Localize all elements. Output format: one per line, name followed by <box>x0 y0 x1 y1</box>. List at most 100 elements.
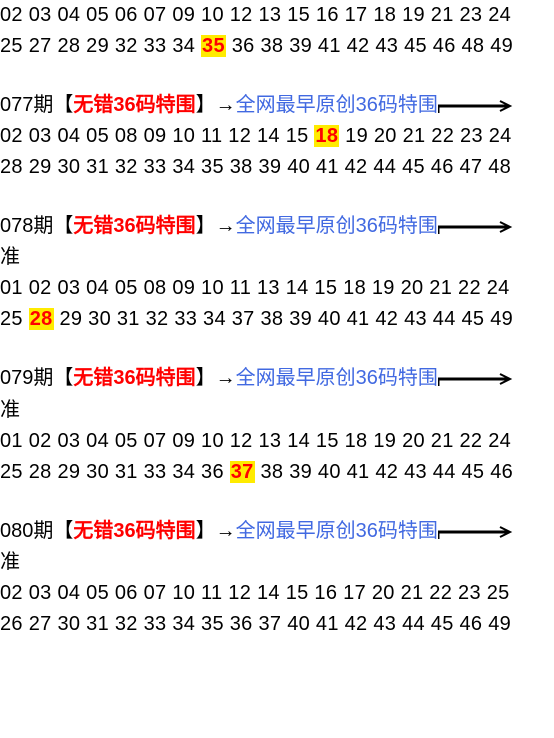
number: 03 <box>57 430 80 452</box>
number: 31 <box>115 461 138 483</box>
number: 23 <box>458 582 481 604</box>
number: 33 <box>174 308 197 330</box>
number: 33 <box>144 461 167 483</box>
number: 18 <box>343 277 366 299</box>
number: 44 <box>433 308 456 330</box>
number: 16 <box>316 4 339 26</box>
number: 35 <box>201 613 224 635</box>
number: 28 <box>29 461 52 483</box>
number-highlighted: 37 <box>230 461 255 483</box>
number: 09 <box>172 430 195 452</box>
zhun-label: 准 <box>0 547 554 578</box>
number: 10 <box>201 430 224 452</box>
number: 43 <box>375 35 398 57</box>
number: 33 <box>144 156 167 178</box>
number: 46 <box>460 613 483 635</box>
number: 46 <box>431 156 454 178</box>
number: 30 <box>57 613 80 635</box>
number: 41 <box>347 308 370 330</box>
number-row: 26 27 30 31 32 33 34 35 36 37 40 41 42 4… <box>0 609 554 640</box>
number: 02 <box>0 125 23 147</box>
number: 34 <box>172 613 195 635</box>
number: 08 <box>115 125 138 147</box>
number: 07 <box>144 430 167 452</box>
number: 21 <box>403 125 426 147</box>
number: 38 <box>260 308 283 330</box>
lottery-block: 079期【无错36码特围】→全网最早原创36码特围准01 02 03 04 05… <box>0 363 554 487</box>
number: 18 <box>373 4 396 26</box>
block-header: 080期【无错36码特围】→全网最早原创36码特围 <box>0 516 554 547</box>
number: 17 <box>343 582 366 604</box>
number: 16 <box>314 582 337 604</box>
number: 01 <box>0 430 23 452</box>
number: 15 <box>314 277 337 299</box>
number: 36 <box>232 35 255 57</box>
number: 03 <box>29 4 52 26</box>
number: 05 <box>115 277 138 299</box>
number: 43 <box>404 461 427 483</box>
dash-arrow-icon <box>438 516 518 547</box>
zhun-label: 准 <box>0 242 554 273</box>
number: 13 <box>258 430 281 452</box>
number: 24 <box>489 125 512 147</box>
number: 36 <box>201 461 224 483</box>
number: 24 <box>487 277 510 299</box>
number: 30 <box>88 308 111 330</box>
number: 20 <box>401 277 424 299</box>
number: 10 <box>201 4 224 26</box>
number: 12 <box>228 125 251 147</box>
blue-label: 全网最早原创36码特围 <box>236 215 438 237</box>
arrow-icon: → <box>216 94 236 116</box>
number: 21 <box>429 277 452 299</box>
number: 02 <box>29 430 52 452</box>
number: 30 <box>57 156 80 178</box>
number: 43 <box>404 308 427 330</box>
number: 28 <box>57 35 80 57</box>
number: 29 <box>59 308 82 330</box>
number-highlighted: 18 <box>314 125 339 147</box>
number-row: 25 28 29 30 31 32 33 34 37 38 39 40 41 4… <box>0 304 554 335</box>
number: 17 <box>345 4 368 26</box>
number: 03 <box>57 277 80 299</box>
number: 34 <box>172 35 195 57</box>
number: 32 <box>115 35 138 57</box>
number: 07 <box>144 4 167 26</box>
number: 14 <box>257 582 280 604</box>
number: 21 <box>401 582 424 604</box>
number: 42 <box>345 613 368 635</box>
number-row: 01 02 03 04 05 07 09 10 12 13 14 15 18 1… <box>0 426 554 457</box>
number: 27 <box>29 613 52 635</box>
number: 25 <box>0 461 23 483</box>
number: 05 <box>115 430 138 452</box>
number: 22 <box>460 430 483 452</box>
number: 38 <box>260 461 283 483</box>
number: 39 <box>289 461 312 483</box>
number: 18 <box>345 430 368 452</box>
number: 46 <box>433 35 456 57</box>
number: 33 <box>144 613 167 635</box>
number: 12 <box>230 4 253 26</box>
number: 48 <box>462 35 485 57</box>
number: 19 <box>372 277 395 299</box>
bracket-close: 】 <box>196 94 216 116</box>
number: 37 <box>258 613 281 635</box>
issue-number: 079期 <box>0 367 53 389</box>
number: 36 <box>230 613 253 635</box>
number: 23 <box>460 4 483 26</box>
number: 02 <box>0 4 23 26</box>
blue-label: 全网最早原创36码特围 <box>236 367 438 389</box>
number: 37 <box>232 308 255 330</box>
number: 34 <box>203 308 226 330</box>
number: 25 <box>0 308 23 330</box>
number: 25 <box>0 35 23 57</box>
number: 02 <box>0 582 23 604</box>
number-highlighted: 28 <box>29 308 54 330</box>
bracket-close: 】 <box>196 367 216 389</box>
number: 48 <box>488 156 511 178</box>
number: 21 <box>431 430 454 452</box>
dash-arrow-icon <box>438 211 518 242</box>
number: 29 <box>29 156 52 178</box>
number: 42 <box>375 461 398 483</box>
blue-label: 全网最早原创36码特围 <box>236 520 438 542</box>
number: 13 <box>257 277 280 299</box>
